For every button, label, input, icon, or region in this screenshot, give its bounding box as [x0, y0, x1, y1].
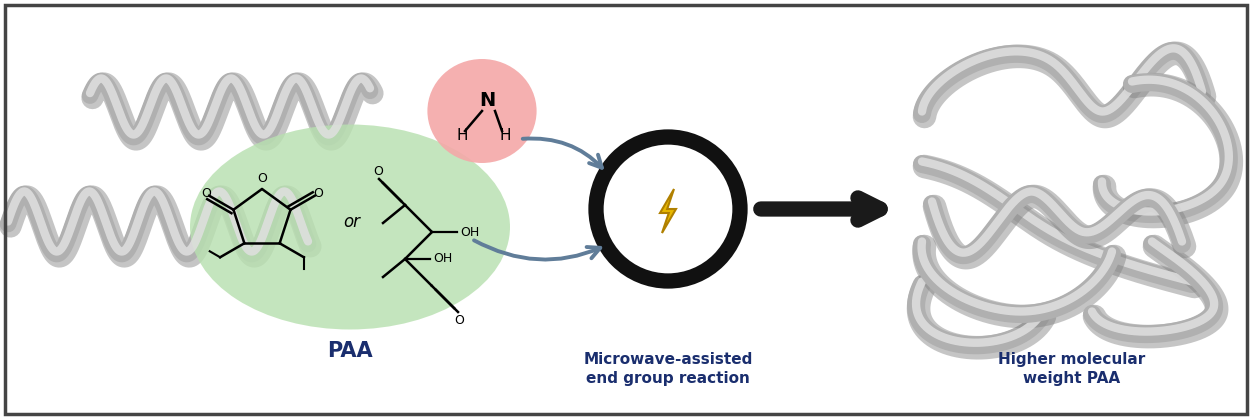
Text: Higher molecular
weight PAA: Higher molecular weight PAA	[998, 352, 1146, 386]
Text: H: H	[500, 129, 511, 143]
Ellipse shape	[190, 124, 510, 329]
Text: O: O	[257, 172, 267, 185]
Circle shape	[596, 137, 740, 281]
Text: O: O	[373, 165, 383, 178]
Text: O: O	[454, 314, 464, 327]
Text: PAA: PAA	[327, 341, 373, 361]
Text: OH: OH	[433, 253, 452, 266]
Text: OH: OH	[459, 225, 480, 238]
Text: N: N	[478, 91, 495, 111]
Text: H: H	[456, 129, 468, 143]
Ellipse shape	[427, 59, 537, 163]
Text: Microwave-assisted
end group reaction: Microwave-assisted end group reaction	[583, 352, 752, 386]
Text: or: or	[343, 213, 361, 231]
Text: O: O	[313, 187, 323, 200]
Polygon shape	[660, 189, 676, 233]
Text: O: O	[200, 187, 210, 200]
